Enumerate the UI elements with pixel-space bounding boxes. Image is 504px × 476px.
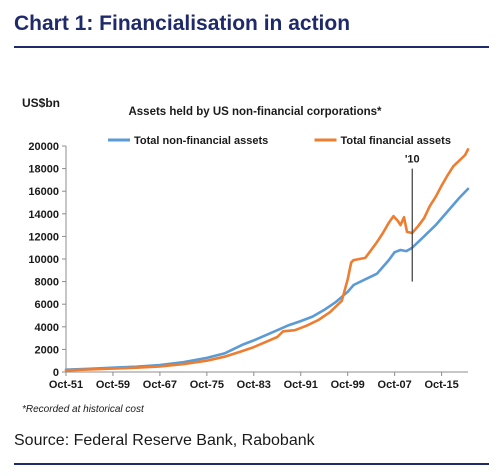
y-tick-label: 20000 [28,141,59,153]
y-tick-label: 14000 [28,209,59,221]
x-tick-label: Oct-51 [49,379,83,391]
y-tick-label: 16000 [28,186,59,198]
x-tick-label: Oct-83 [237,379,271,391]
x-tick-label: Oct-15 [424,379,458,391]
x-tick-label: Oct-91 [284,379,318,391]
chart-title: Assets held by US non-financial corporat… [128,106,382,118]
y-tick-label: 8000 [35,277,59,289]
y-tick-label: 4000 [35,322,59,334]
y-axis-unit-label: US$bn [22,96,60,110]
chart-heading: Chart 1: Financialisation in action [14,12,351,35]
annotation-label: '10 [405,154,420,166]
top-rule [14,46,489,48]
x-tick-label: Oct-59 [96,379,130,391]
y-tick-label: 0 [53,367,59,379]
footnote: *Recorded at historical cost [22,404,145,415]
source-note: Source: Federal Reserve Bank, Rabobank [14,432,315,449]
y-tick-label: 10000 [28,254,59,266]
legend-label-2: Total financial assets [341,135,451,147]
x-tick-label: Oct-75 [190,379,224,391]
x-tick-label: Oct-07 [378,379,412,391]
chart-axes: 0 2000 4000 6000 8000 10000 12000 14000 16000 180… [28,141,468,391]
y-tick-label: 2000 [35,344,59,356]
y-tick-label: 18000 [28,164,59,176]
y-tick-label: 12000 [28,231,59,243]
bottom-rule [14,463,489,465]
x-tick-label: Oct-99 [331,379,365,391]
series-line-1 [64,187,470,371]
series-layer [64,148,470,372]
y-tick-label: 6000 [35,299,59,311]
x-tick-label: Oct-67 [143,379,177,391]
chart-svg: Assets held by US non-financial corporat… [22,96,470,415]
chart-legend: Total non-financial assets Total financia… [108,135,451,147]
legend-label-1: Total non-financial assets [134,135,268,147]
annotation-layer: '10 [405,154,420,282]
series-line-2 [64,148,470,372]
